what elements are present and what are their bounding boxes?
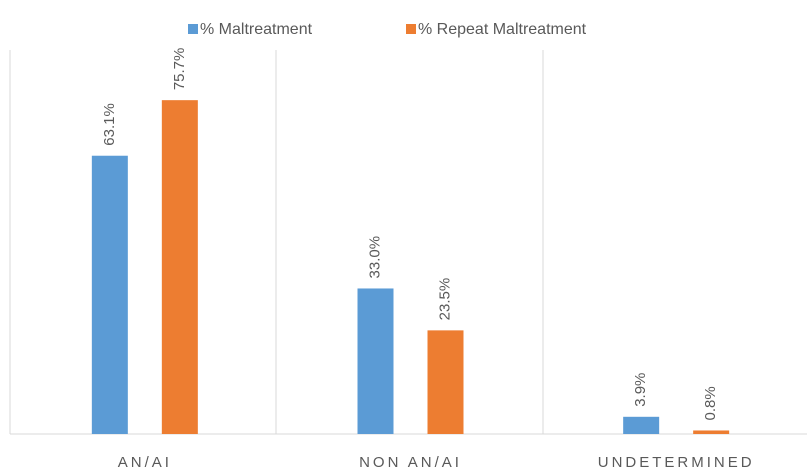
value-label: 0.8%: [702, 386, 719, 420]
x-tick-label: NON AN/AI: [359, 454, 462, 471]
legend-swatch: [188, 24, 198, 34]
x-tick-label: AN/AI: [118, 454, 172, 471]
legend-swatch: [406, 24, 416, 34]
bar: [693, 430, 730, 434]
legend-label: % Maltreatment: [200, 21, 313, 38]
value-label: 75.7%: [171, 48, 188, 91]
bar: [427, 330, 464, 434]
legend-label: % Repeat Maltreatment: [418, 21, 587, 38]
bar: [91, 155, 128, 434]
value-label: 3.9%: [632, 373, 649, 407]
value-label: 63.1%: [101, 103, 118, 146]
bar: [357, 288, 394, 434]
bar: [623, 416, 660, 434]
value-label: 33.0%: [366, 236, 383, 279]
bar: [161, 100, 198, 435]
value-label: 23.5%: [436, 278, 453, 321]
x-tick-label: UNDETERMINED: [598, 454, 755, 471]
